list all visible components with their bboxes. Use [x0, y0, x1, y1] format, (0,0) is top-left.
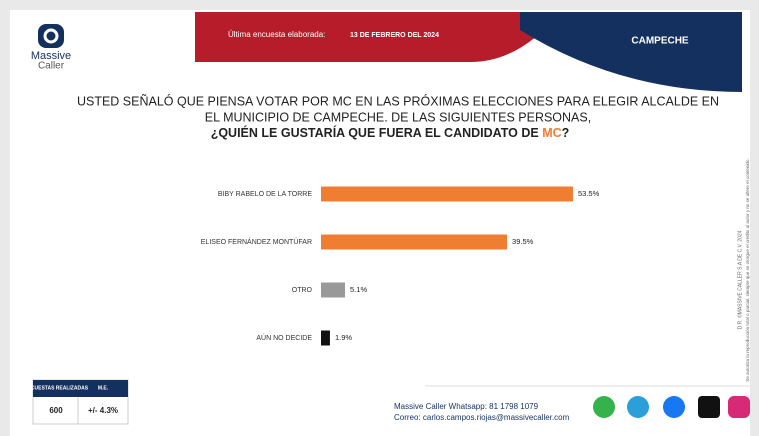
value-label: 53.5%: [578, 189, 600, 198]
stats-header-text: ENCUESTAS REALIZADAS: [24, 385, 89, 391]
region-band: [520, 12, 742, 92]
bar: [321, 330, 330, 346]
category-label: ELISEO FERNÁNDEZ MONTÚFAR: [201, 237, 312, 246]
brand: Massive: [31, 50, 71, 62]
header-band: [195, 12, 560, 62]
bar: [321, 282, 346, 298]
side-note: D.R. ©MASSIVE CALLER S.A DE C.V. 2024: [736, 230, 743, 329]
region: CAMPECHE: [631, 36, 689, 47]
contact: Correo: carlos.campos.riojas@massivecall…: [394, 413, 570, 422]
bar: [321, 234, 508, 250]
brand: Caller: [38, 61, 65, 72]
category-label: BIBY RABELO DE LA TORRE: [218, 191, 312, 198]
x-icon[interactable]: [698, 396, 720, 418]
question-line: USTED SEÑALÓ QUE PIENSA VOTAR POR MC EN …: [77, 93, 719, 108]
contact: Massive Caller Whatsapp: 81 1798 1079: [394, 402, 539, 411]
stats-value: +/- 4.3%: [88, 406, 118, 415]
logo-icon: [38, 24, 64, 48]
survey-date: 13 DE FEBRERO DEL 2024: [350, 32, 439, 39]
value-label: 5.1%: [350, 285, 367, 294]
facebook-icon[interactable]: [663, 396, 685, 418]
telegram-icon[interactable]: [627, 396, 649, 418]
chart: BIBY RABELO DE LA TORRE 53.5% ELISEO FERNÁ…: [201, 186, 600, 346]
value-label: 39.5%: [512, 237, 534, 246]
question-line: EL MUNICIPIO DE CAMPECHE. DE LAS SIGUIEN…: [205, 110, 591, 124]
question-end: ?: [562, 126, 570, 140]
value-label: 1.9%: [335, 333, 352, 342]
bar: [321, 186, 573, 202]
whatsapp-icon[interactable]: [593, 396, 615, 418]
question-bold-text: ¿QUIÉN LE GUSTARÍA QUE FUERA EL CANDIDAT…: [211, 125, 543, 140]
stats-header-text: M.E.: [98, 385, 109, 391]
category-label: OTRO: [292, 287, 313, 294]
survey-label: Última encuesta elaborada:: [228, 30, 325, 39]
instagram-icon[interactable]: [728, 396, 750, 418]
side-note: Se autoriza la reproducción total o parc…: [745, 158, 750, 381]
category-label: AÚN NO DECIDE: [256, 333, 312, 342]
logo-mark: [43, 28, 59, 44]
stats-value: 600: [49, 406, 63, 415]
question-bold: ¿QUIÉN LE GUSTARÍA QUE FUERA EL CANDIDAT…: [211, 125, 570, 140]
stats-header: [33, 380, 128, 397]
card: [10, 10, 750, 436]
question-highlight: MC: [542, 126, 561, 140]
